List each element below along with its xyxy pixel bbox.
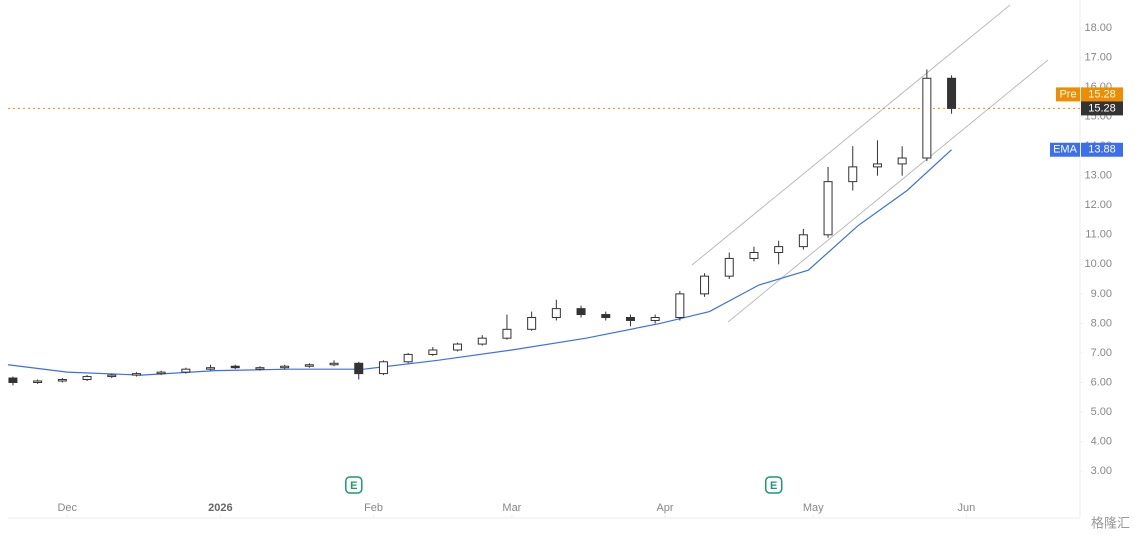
candle-body xyxy=(156,371,166,375)
pre-name-bg xyxy=(1056,87,1080,102)
candle-body xyxy=(131,373,141,376)
last-price-bg xyxy=(1081,101,1123,116)
candle-body xyxy=(798,234,808,248)
ema-name-bg xyxy=(1050,142,1080,157)
candle-body xyxy=(576,308,586,316)
x-tick-label: Mar xyxy=(502,502,521,514)
candle-body xyxy=(527,316,537,330)
candle-body xyxy=(502,328,512,339)
y-tick-label: 5.00 xyxy=(1091,406,1112,418)
candle-body xyxy=(378,361,388,375)
candle-body xyxy=(82,376,92,381)
x-tick-label: Apr xyxy=(656,502,673,514)
earnings-icon xyxy=(345,476,363,494)
candle-body xyxy=(897,157,907,165)
pre-value-bg xyxy=(1081,87,1123,102)
y-tick-label: 12.00 xyxy=(1084,199,1112,211)
candle-body xyxy=(675,293,685,318)
x-tick-label: Feb xyxy=(364,502,383,514)
y-tick-label: 17.00 xyxy=(1084,51,1112,63)
last-price: 15.28 xyxy=(1088,102,1116,114)
y-tick-label: 7.00 xyxy=(1091,347,1112,359)
candle-body xyxy=(8,377,18,383)
ema-name: EMA xyxy=(1053,144,1078,156)
candle-body xyxy=(823,181,833,236)
candle-body xyxy=(749,252,759,259)
candle-body xyxy=(206,367,216,370)
earnings-icon xyxy=(764,476,783,494)
candle-body xyxy=(33,380,43,383)
candle-body xyxy=(453,343,463,351)
ema-value-bg xyxy=(1081,142,1123,157)
candle-body xyxy=(428,349,438,355)
candle-body xyxy=(551,308,561,318)
candle-body xyxy=(230,365,240,369)
x-tick-label: Jun xyxy=(958,502,976,514)
candle-body xyxy=(280,365,290,369)
y-tick-label: 18.00 xyxy=(1084,22,1112,34)
candle-body xyxy=(255,367,265,370)
ema-value: 13.88 xyxy=(1088,144,1116,156)
earnings-label: E xyxy=(770,480,777,492)
earnings-label: E xyxy=(350,480,357,492)
y-tick-label: 10.00 xyxy=(1084,258,1112,270)
candle-body xyxy=(329,362,339,366)
y-tick-label: 3.00 xyxy=(1091,465,1112,477)
candle-body xyxy=(700,275,710,295)
candle-body xyxy=(107,374,117,378)
x-tick-label: 2026 xyxy=(208,502,232,514)
candle-body xyxy=(947,77,957,109)
x-tick-label: May xyxy=(803,502,824,514)
candle-body xyxy=(57,379,67,382)
y-tick-label: 4.00 xyxy=(1091,435,1112,447)
candle-body xyxy=(477,337,487,345)
y-tick-label: 11.00 xyxy=(1085,229,1112,241)
watermark: 格隆汇 xyxy=(1091,515,1130,530)
ema-line xyxy=(7,149,952,376)
candle-body xyxy=(724,257,734,277)
candle-body xyxy=(625,316,635,321)
candle-body xyxy=(922,77,932,159)
x-tick-label: Dec xyxy=(57,502,77,514)
candle-body xyxy=(601,314,611,318)
pre-value: 15.28 xyxy=(1088,88,1116,100)
y-tick-label: 8.00 xyxy=(1091,317,1112,329)
candle-body xyxy=(872,163,882,168)
candle-body xyxy=(354,362,364,375)
y-tick-label: 9.00 xyxy=(1091,288,1112,300)
candle-body xyxy=(181,368,191,373)
candle-body xyxy=(403,353,413,363)
y-tick-label: 6.00 xyxy=(1091,376,1112,388)
candle-body xyxy=(848,166,858,183)
channel-upper xyxy=(691,4,1011,266)
candle-body xyxy=(304,364,314,367)
pre-name: Pre xyxy=(1059,88,1076,100)
candle-body xyxy=(650,316,660,321)
y-tick-label: 13.00 xyxy=(1084,170,1112,182)
candle-body xyxy=(774,246,784,254)
